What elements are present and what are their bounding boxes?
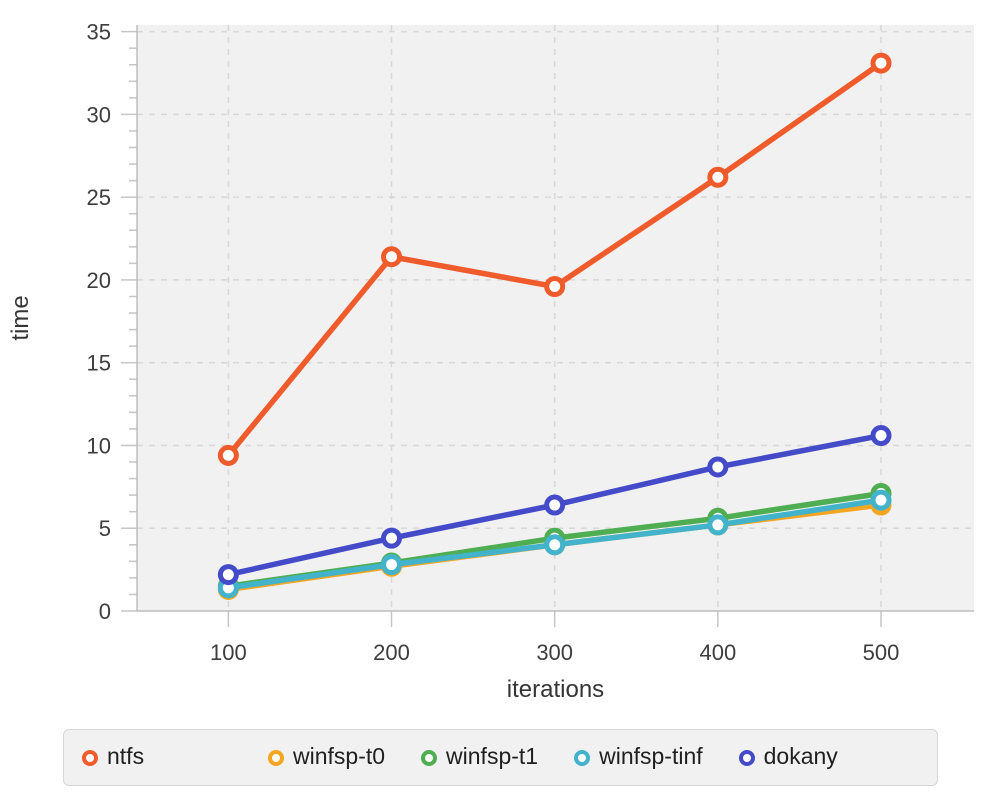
x-tick-label: 400 (699, 640, 736, 665)
legend-item-ntfs[interactable]: ntfs (82, 745, 232, 770)
data-point-ntfs (217, 444, 239, 466)
data-point-dokany (707, 456, 729, 478)
data-point-winfsp-tinf (381, 554, 403, 576)
y-tick-label: 5 (99, 516, 111, 541)
plot-area (137, 25, 974, 611)
legend-item-winfsp-t0[interactable]: winfsp-t0 (268, 745, 385, 770)
y-tick-label: 30 (87, 102, 111, 127)
x-tick-label: 100 (210, 640, 247, 665)
y-tick-label: 35 (87, 20, 111, 45)
y-axis-title: time (7, 295, 34, 340)
x-tick-label: 200 (373, 640, 410, 665)
legend-label: winfsp-t0 (293, 743, 386, 769)
data-point-dokany (381, 527, 403, 549)
data-point-ntfs (707, 166, 729, 188)
y-tick-label: 20 (87, 268, 111, 293)
data-point-ntfs (870, 52, 892, 74)
legend-label: winfsp-t1 (446, 743, 539, 769)
data-point-dokany (870, 425, 892, 447)
x-tick-label: 500 (863, 640, 900, 665)
data-point-ntfs (381, 246, 403, 268)
legend-marker-circle-icon (82, 749, 98, 766)
data-point-dokany (544, 494, 566, 516)
legend: ntfs winfsp-t0 winfsp-t1 winfsp-tinf dokany (63, 729, 938, 786)
legend-item-winfsp-t1[interactable]: winfsp-t1 (421, 745, 538, 770)
y-tick-label: 10 (87, 433, 111, 458)
y-tick-label: 0 (99, 599, 111, 624)
legend-label: dokany (763, 743, 838, 769)
legend-label: winfsp-tinf (599, 743, 703, 769)
data-point-ntfs (544, 276, 566, 298)
legend-marker-circle-icon (738, 749, 755, 766)
line-chart: 0 5 10 15 20 25 30 35 100 200 300 400 500 iterations t… (7, 20, 974, 703)
legend-item-dokany[interactable]: dokany (738, 743, 838, 770)
y-tick-label: 25 (87, 185, 111, 210)
legend-marker-circle-icon (268, 749, 284, 766)
legend-label: ntfs (107, 743, 145, 769)
data-point-dokany (217, 564, 239, 586)
legend-marker-circle-icon (574, 749, 591, 766)
data-point-winfsp-tinf (707, 514, 729, 536)
x-axis-title: iterations (507, 676, 604, 703)
y-tick-label: 15 (87, 351, 111, 376)
data-point-winfsp-tinf (544, 534, 566, 556)
legend-marker-circle-icon (421, 749, 438, 766)
legend-item-winfsp-tinf[interactable]: winfsp-tinf (574, 745, 703, 770)
data-point-winfsp-tinf (870, 489, 892, 511)
x-tick-label: 300 (536, 640, 573, 665)
